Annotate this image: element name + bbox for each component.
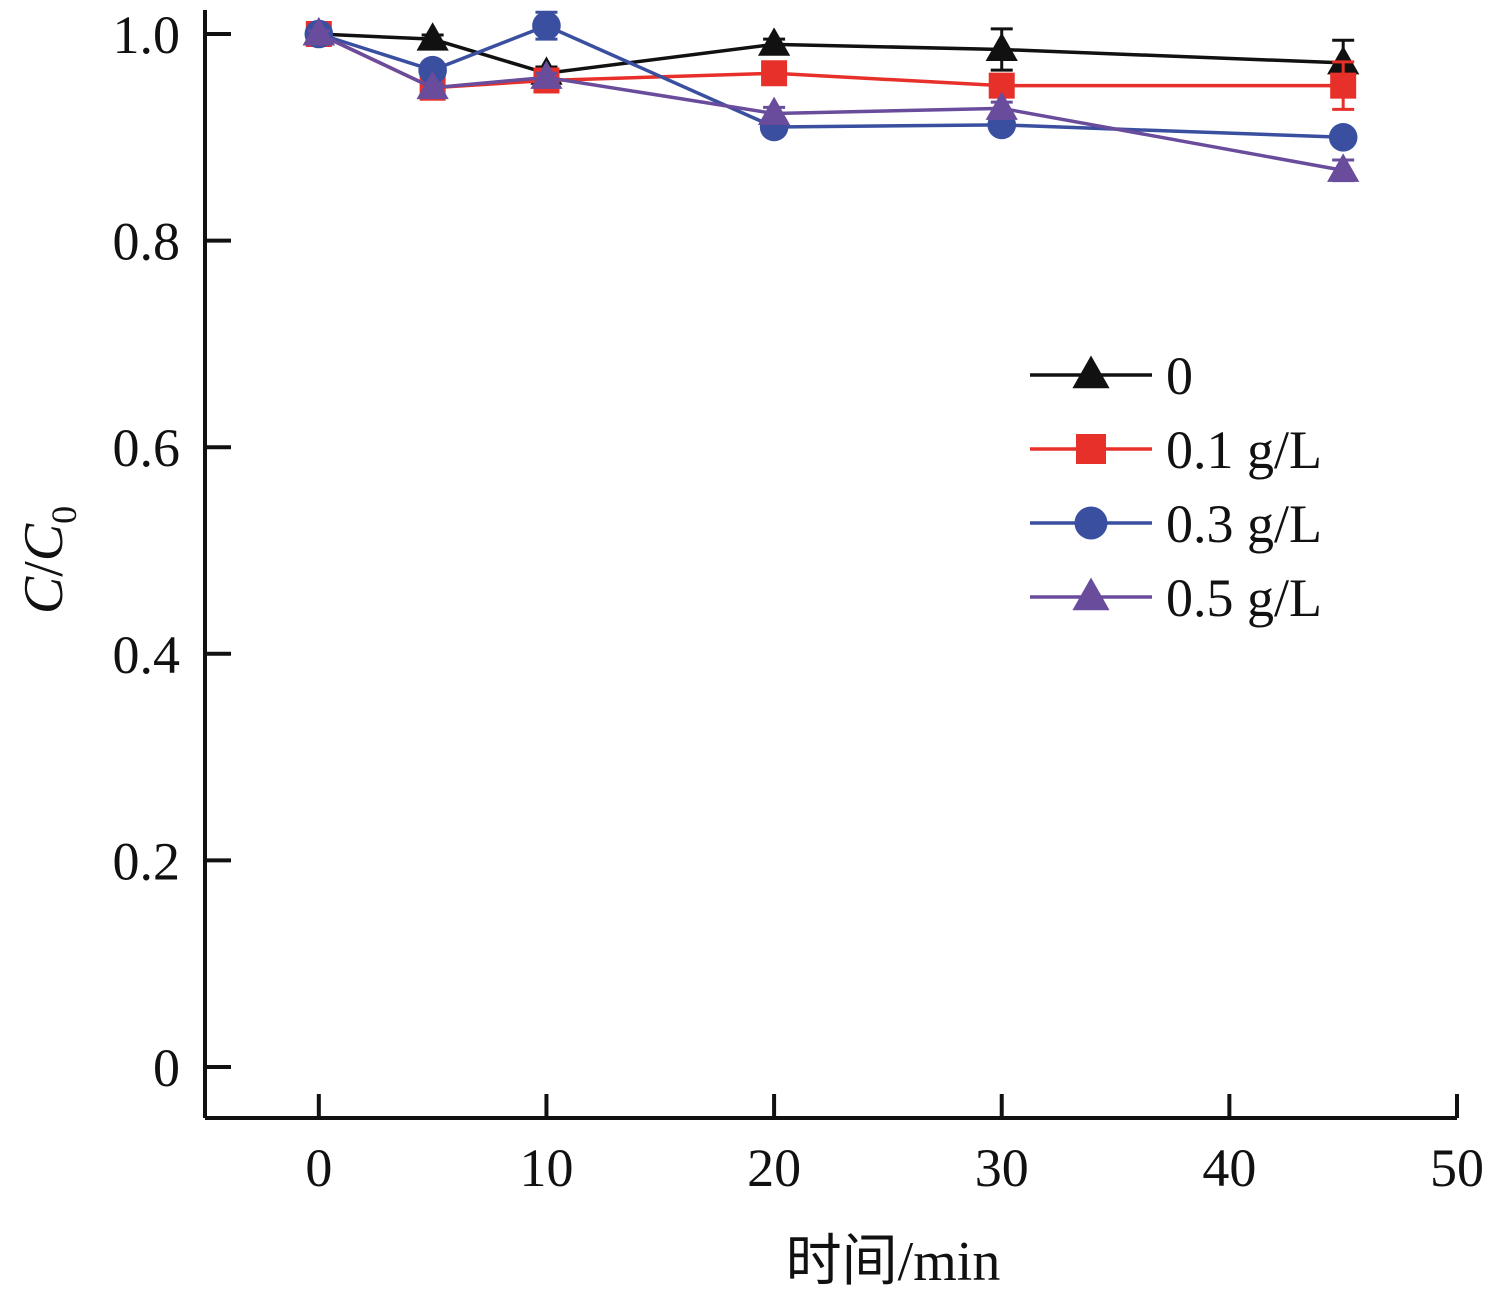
legend-item: 0 bbox=[1030, 346, 1193, 406]
legend-label: 0.3 g/L bbox=[1166, 494, 1322, 554]
x-axis-label: 时间/min bbox=[786, 1231, 1001, 1293]
series-line bbox=[318, 32, 1344, 90]
series-3 bbox=[302, 17, 1360, 183]
data-point bbox=[985, 32, 1018, 61]
axes bbox=[203, 10, 1457, 1120]
data-point bbox=[757, 27, 791, 56]
x-tick-label: 0 bbox=[305, 1138, 332, 1198]
data-point bbox=[1330, 72, 1357, 99]
y-tick-label: 1.0 bbox=[113, 5, 181, 65]
series-2 bbox=[304, 10, 1358, 152]
data-point bbox=[757, 96, 791, 126]
series-line bbox=[318, 32, 1344, 173]
legend-item: 0.1 g/L bbox=[1030, 420, 1322, 480]
data-point bbox=[532, 11, 561, 41]
y-label-c: C bbox=[13, 576, 75, 614]
y-tick-label: 0.8 bbox=[113, 212, 181, 272]
x-ticks: 0 10 20 30 40 50 bbox=[305, 1094, 1484, 1198]
series-layer bbox=[302, 10, 1360, 183]
data-point bbox=[530, 60, 563, 89]
legend-label: 0 bbox=[1166, 346, 1193, 406]
x-tick-label: 40 bbox=[1202, 1138, 1256, 1198]
legend-item: 0.5 g/L bbox=[1030, 568, 1322, 628]
legend-marker bbox=[1072, 577, 1110, 611]
series-line bbox=[318, 32, 1344, 76]
data-point bbox=[985, 91, 1018, 120]
legend-marker bbox=[1076, 434, 1106, 464]
x-tick-label: 30 bbox=[975, 1138, 1029, 1198]
y-tick-label: 0.4 bbox=[113, 625, 181, 685]
y-label-slash: / bbox=[13, 561, 75, 577]
x-tick-label: 10 bbox=[519, 1138, 573, 1198]
legend-marker bbox=[1072, 355, 1110, 389]
data-point bbox=[761, 60, 788, 87]
legend-label: 0.5 g/L bbox=[1166, 568, 1322, 628]
data-point bbox=[418, 55, 447, 85]
y-axis-label: C/C0 bbox=[13, 506, 84, 614]
legend: 0 0.1 g/L 0.3 g/L 0.5 g/L bbox=[1030, 346, 1322, 628]
data-point bbox=[416, 70, 449, 100]
y-ticks: 0 0.2 0.4 0.6 0.8 1.0 bbox=[113, 5, 231, 1098]
data-point bbox=[302, 17, 335, 46]
legend-item: 0.3 g/L bbox=[1030, 494, 1322, 554]
data-point bbox=[1327, 153, 1360, 182]
legend-label: 0.1 g/L bbox=[1166, 420, 1322, 480]
data-point bbox=[1327, 45, 1360, 75]
x-tick-label: 20 bbox=[747, 1138, 801, 1198]
data-point bbox=[1328, 123, 1358, 152]
y-tick-label: 0.6 bbox=[113, 418, 181, 478]
y-tick-label: 0 bbox=[153, 1038, 180, 1098]
data-point bbox=[416, 22, 449, 51]
x-tick-label: 50 bbox=[1430, 1138, 1484, 1198]
y-label-c0: C bbox=[13, 523, 75, 561]
y-tick-label: 0.2 bbox=[113, 831, 181, 891]
series-1 bbox=[305, 21, 1357, 111]
y-label-sub: 0 bbox=[44, 506, 84, 524]
legend-marker bbox=[1074, 506, 1108, 540]
series-line bbox=[318, 23, 1344, 140]
